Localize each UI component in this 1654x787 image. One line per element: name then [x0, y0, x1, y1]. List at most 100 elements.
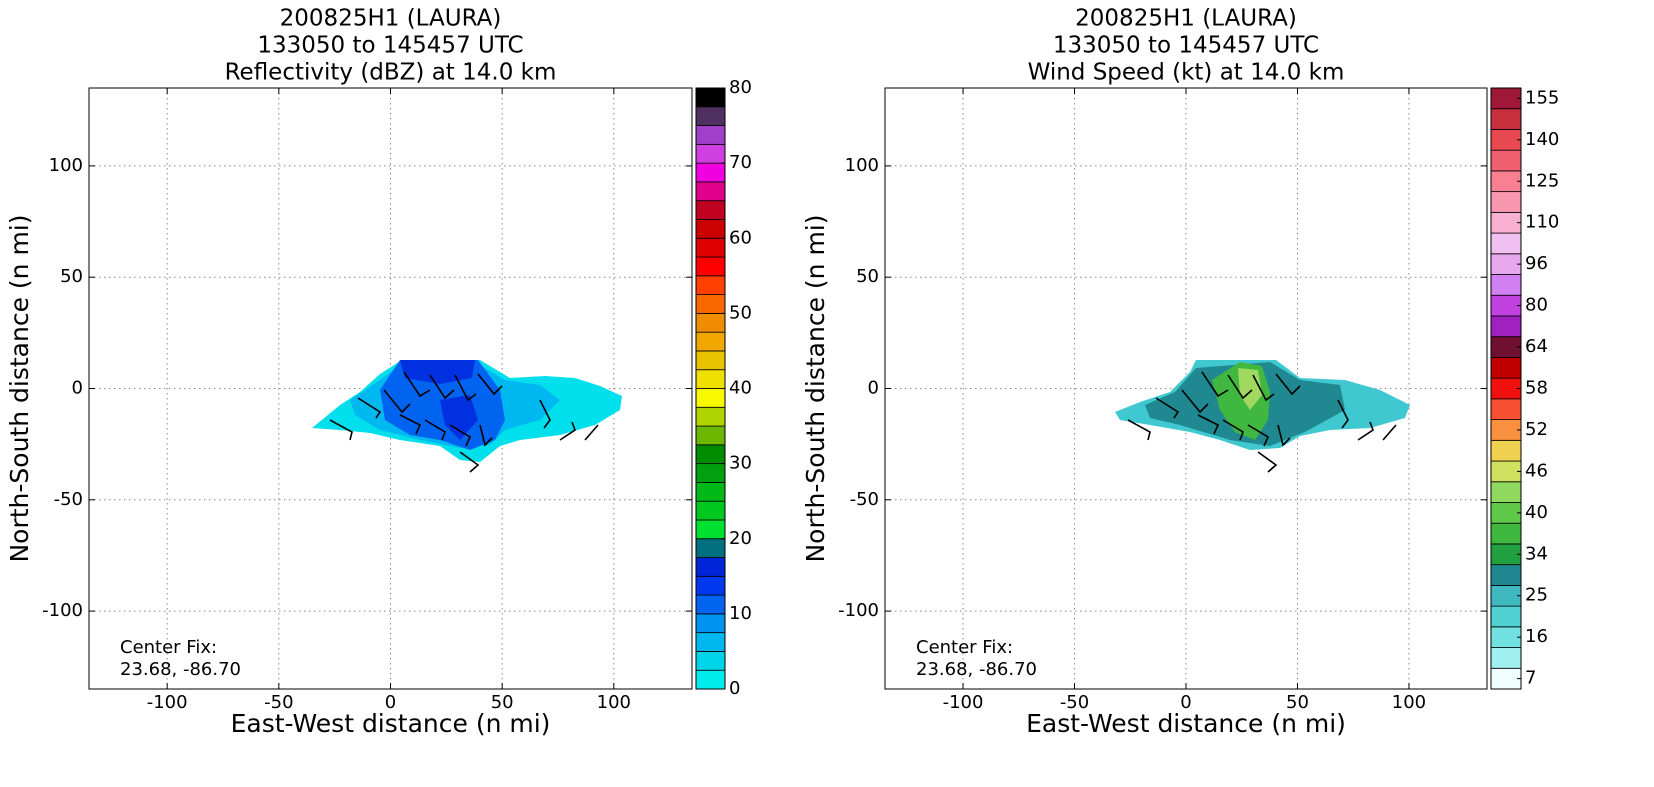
colorbar-swatch	[1490, 543, 1522, 566]
colorbar-swatch	[1490, 481, 1522, 503]
colorbar-tick-label: 46	[1525, 460, 1548, 481]
colorbar-swatch	[1490, 460, 1522, 483]
x-tick-label: 50	[491, 692, 514, 713]
colorbar-swatch	[1490, 336, 1522, 358]
chart-subtitle: 133050 to 145457 UTC	[257, 33, 523, 59]
chart-subtitle: Wind Speed (kt) at 14.0 km	[1028, 60, 1345, 86]
colorbar-swatch	[1490, 191, 1522, 213]
colorbar-swatch	[695, 406, 726, 427]
colorbar-tick-label: 96	[1525, 253, 1548, 274]
colorbar-swatch	[695, 594, 726, 615]
colorbar-tick-label: 16	[1525, 626, 1548, 647]
annotation: 23.68, -86.70	[916, 659, 1037, 680]
x-tick-label: 0	[1180, 692, 1191, 713]
colorbar-swatch	[1490, 502, 1522, 524]
colorbar-swatch	[695, 463, 726, 483]
colorbar-tick-label: 80	[1525, 295, 1548, 316]
colorbar-swatch	[1490, 398, 1522, 420]
colorbar-swatch	[695, 219, 726, 239]
y-axis-label: North-South distance (n mi)	[5, 214, 34, 562]
x-tick-label: 100	[1392, 692, 1426, 713]
y-tick-label: -50	[850, 489, 879, 510]
x-tick-label: -100	[147, 692, 188, 713]
colorbar-swatch	[1490, 584, 1522, 607]
colorbar-swatch	[1490, 315, 1522, 338]
axes-layer: 200825H1 (LAURA)133050 to 145457 UTCRefl…	[5, 6, 1559, 739]
colorbar-tick-label: 140	[1525, 129, 1559, 150]
colorbar-swatch	[1490, 211, 1522, 234]
y-tick-label: -100	[42, 600, 83, 621]
colorbar-swatch	[1490, 357, 1522, 379]
colorbar-swatch	[695, 613, 726, 634]
colorbar-swatch	[1490, 253, 1522, 275]
y-tick-label: 0	[868, 378, 879, 399]
colorbar-tick-label: 155	[1525, 87, 1559, 108]
colorbar-swatch	[695, 388, 726, 408]
colorbar-swatch	[695, 143, 726, 164]
colorbar-tick-label: 110	[1525, 212, 1559, 233]
annotation: Center Fix:	[916, 637, 1013, 658]
colorbar-tick-label: 0	[729, 678, 740, 699]
colorbar-tick-label: 70	[729, 152, 752, 173]
colorbar-swatch	[1490, 108, 1522, 130]
colorbar-tick-label: 20	[729, 528, 752, 549]
colorbar-swatch	[1490, 626, 1522, 648]
colorbar-swatch	[1490, 274, 1522, 296]
y-tick-label: 0	[72, 378, 83, 399]
colorbar-swatch	[695, 256, 726, 277]
colorbar-swatch	[695, 651, 726, 671]
colorbar-swatch	[695, 444, 726, 465]
colorbar-swatch	[695, 538, 726, 558]
grid-layer	[89, 88, 1487, 689]
colorbar-swatch	[695, 519, 726, 540]
colorbar-swatch	[1490, 439, 1522, 462]
colorbar-swatch	[695, 575, 726, 596]
colorbar-tick-label: 25	[1525, 585, 1548, 606]
x-axis-label: East-West distance (n mi)	[1026, 709, 1346, 738]
x-tick-label: 0	[385, 692, 396, 713]
x-tick-label: -50	[264, 692, 293, 713]
chart-title: 200825H1 (LAURA)	[280, 6, 502, 32]
colorbar-swatch	[695, 669, 726, 690]
colorbar-swatch	[1490, 377, 1522, 400]
colorbar-swatch	[695, 482, 726, 502]
colorbar-tick-label: 125	[1525, 170, 1559, 191]
colorbar-swatch	[1490, 667, 1522, 690]
y-tick-label: -50	[54, 489, 83, 510]
x-tick-label: -50	[1060, 692, 1089, 713]
colorbar-swatch	[695, 557, 726, 577]
colorbar-tick-label: 10	[729, 603, 752, 624]
colorbar-swatch	[695, 331, 726, 352]
chart-subtitle: Reflectivity (dBZ) at 14.0 km	[225, 60, 557, 86]
plot-frame	[88, 87, 693, 690]
colorbar-swatch	[1490, 294, 1522, 317]
colorbar-swatch	[695, 425, 726, 446]
y-tick-label: 100	[845, 155, 879, 176]
colorbar-swatch	[695, 294, 726, 314]
annotation: Center Fix:	[120, 637, 217, 658]
chart-subtitle: 133050 to 145457 UTC	[1053, 33, 1319, 59]
chart-title: 200825H1 (LAURA)	[1075, 6, 1297, 32]
colorbar-swatch	[695, 106, 726, 126]
wind-barb	[1127, 371, 1397, 473]
x-tick-label: 50	[1286, 692, 1309, 713]
y-tick-label: -100	[838, 600, 879, 621]
colorbar-swatch	[1490, 129, 1522, 151]
colorbar-swatch	[695, 350, 726, 371]
colorbar-tick-label: 7	[1525, 668, 1536, 689]
colorbar-tick-label: 34	[1525, 543, 1548, 564]
colorbar-tick-label: 30	[729, 453, 752, 474]
colorbar-swatch	[695, 162, 726, 183]
colorbar-tick-label: 60	[729, 227, 752, 248]
colorbar-swatch	[695, 181, 726, 202]
x-tick-label: -100	[943, 692, 984, 713]
colorbar-swatch	[695, 87, 726, 108]
radar-echo	[312, 360, 1410, 473]
colorbar-swatch	[1490, 149, 1522, 172]
colorbar-swatch	[1490, 87, 1522, 110]
colorbar-tick-label: 80	[729, 77, 752, 98]
colorbar-swatch	[1490, 647, 1522, 669]
colorbar-swatch	[695, 632, 726, 652]
y-tick-label: 100	[49, 155, 83, 176]
